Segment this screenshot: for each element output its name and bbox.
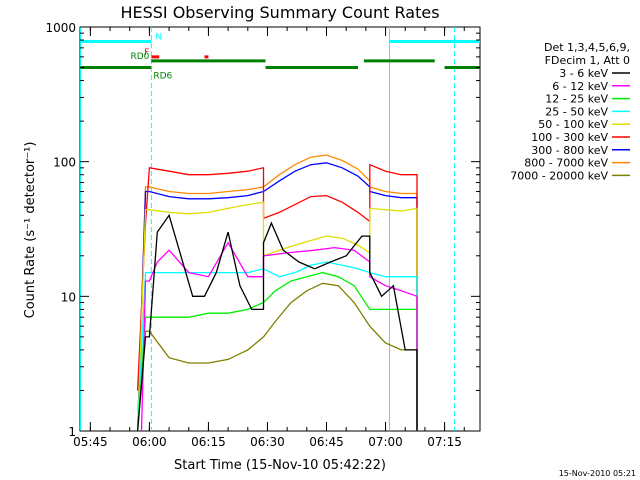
flag-label-1: F bbox=[144, 48, 149, 58]
flag-label-2: RD0 bbox=[130, 52, 149, 62]
legend-label-1: 6 - 12 keV bbox=[552, 80, 608, 93]
y-tick-label-1: 10 bbox=[61, 290, 76, 304]
legend-label-4: 50 - 100 keV bbox=[538, 118, 608, 131]
series-line-6 bbox=[136, 162, 418, 432]
flag-label-3: RD6 bbox=[153, 72, 172, 82]
legend-label-6: 300 - 800 keV bbox=[531, 144, 608, 157]
x-tick-label-2: 06:15 bbox=[191, 435, 226, 449]
chart-title: HESSI Observing Summary Count Rates bbox=[120, 3, 439, 22]
footer-timestamp: 15-Nov-2010 05:21 bbox=[559, 469, 636, 478]
x-axis-label: Start Time (15-Nov-10 05:42:22) bbox=[174, 458, 386, 473]
x-tick-label-0: 05:45 bbox=[73, 435, 108, 449]
legend-header-1: FDecim 1, Att 0 bbox=[545, 54, 630, 67]
y-axis-label: Count Rate (s⁻¹ detector⁻¹) bbox=[23, 142, 38, 319]
legend-label-2: 12 - 25 keV bbox=[545, 93, 608, 106]
series-line-8 bbox=[136, 282, 418, 432]
legend-label-7: 800 - 7000 keV bbox=[524, 157, 608, 170]
series-line-2 bbox=[136, 271, 418, 432]
series-line-1 bbox=[140, 241, 418, 432]
series-line-4 bbox=[136, 201, 418, 432]
series-line-7 bbox=[136, 154, 418, 432]
series-line-5 bbox=[136, 163, 418, 431]
x-tick-label-3: 06:30 bbox=[250, 435, 285, 449]
legend-header-0: Det 1,3,4,5,6,9, bbox=[544, 41, 630, 54]
series-line-3 bbox=[136, 261, 418, 432]
x-tick-label-5: 07:00 bbox=[368, 435, 403, 449]
flag-label-0: N bbox=[155, 33, 162, 43]
y-tick-label-3: 1000 bbox=[45, 21, 76, 35]
x-tick-label-1: 06:00 bbox=[132, 435, 167, 449]
legend-label-3: 25 - 50 keV bbox=[545, 105, 608, 118]
legend-label-5: 100 - 300 keV bbox=[531, 131, 608, 144]
series-line-0 bbox=[136, 213, 418, 432]
plot-frame bbox=[79, 26, 481, 432]
y-tick-label-2: 100 bbox=[53, 156, 76, 170]
legend-label-8: 7000 - 20000 keV bbox=[510, 169, 608, 182]
x-tick-label-6: 07:15 bbox=[427, 435, 462, 449]
legend-label-0: 3 - 6 keV bbox=[559, 67, 608, 80]
y-tick-label-0: 1 bbox=[68, 425, 76, 439]
x-tick-label-4: 06:45 bbox=[309, 435, 344, 449]
